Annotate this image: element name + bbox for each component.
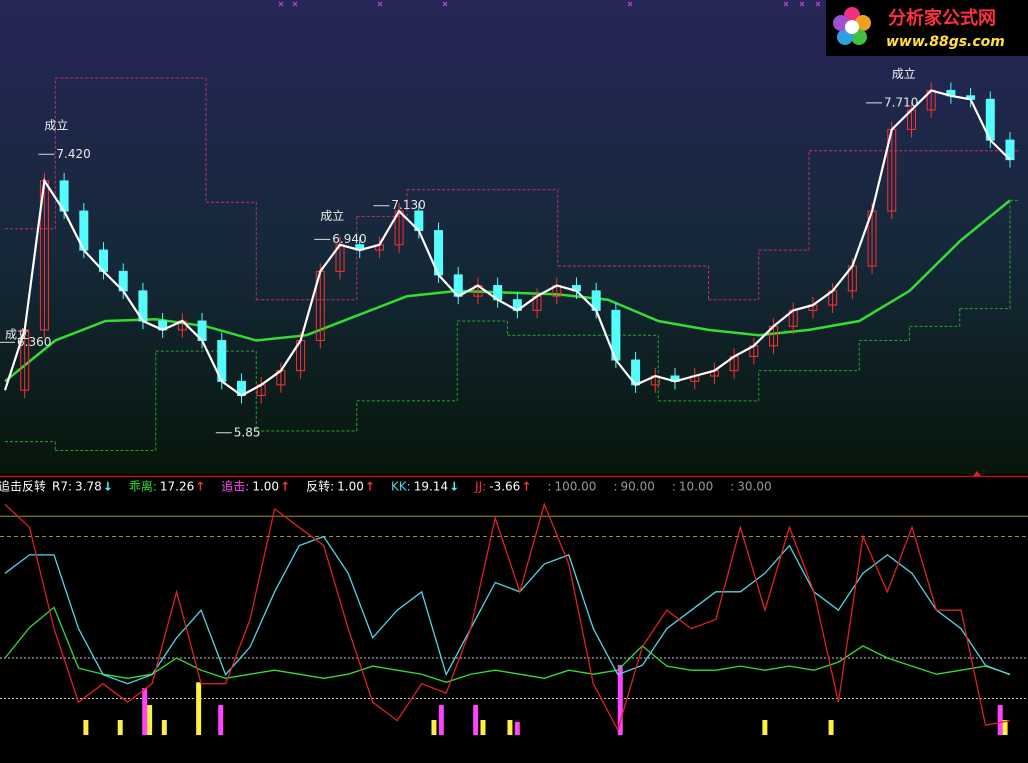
legend-value: 3.78 xyxy=(75,480,102,494)
price-annotation: 7.130 xyxy=(391,198,425,212)
watermark-url: www.88gs.com xyxy=(886,34,1005,50)
legend-name: 乖离: xyxy=(129,479,157,494)
legend-value: 90.00 xyxy=(620,480,654,494)
legend-name: JJ: xyxy=(474,480,486,494)
price-annotation: 7.710 xyxy=(884,95,918,109)
legend-name: 追击: xyxy=(221,479,249,494)
signal-bar xyxy=(438,705,444,735)
legend-value: -3.66 xyxy=(489,480,520,494)
legend-arrow: ↑ xyxy=(521,480,531,494)
signal-bar xyxy=(218,705,224,735)
legend-name: : xyxy=(613,480,617,494)
signal-bar xyxy=(83,720,89,735)
legend-name: : xyxy=(672,480,676,494)
signal-bar xyxy=(617,664,623,735)
legend-value: 10.00 xyxy=(679,480,713,494)
indicator-line xyxy=(4,606,1011,683)
legend-value: 30.00 xyxy=(737,480,771,494)
indicator-line xyxy=(4,502,1011,732)
signal-bar xyxy=(473,705,479,735)
legend-value: 1.00 xyxy=(337,480,364,494)
legend-name: KK: xyxy=(391,480,411,494)
signal-bar xyxy=(161,720,167,735)
watermark: 分析家公式网 www.88gs.com xyxy=(826,0,1028,56)
legend-name: : xyxy=(547,480,551,494)
signal-bar xyxy=(142,688,148,735)
watermark-title: 分析家公式网 xyxy=(888,7,996,29)
signal-bar xyxy=(514,721,520,735)
plot: 6.3607.4205.856.9407.1307.7108.220成立成立成立… xyxy=(0,5,1028,735)
legend-arrow: ↓ xyxy=(103,480,113,494)
indicator-panel-bg xyxy=(0,474,1028,763)
indicator-line xyxy=(4,535,1011,685)
legend-arrow: ↑ xyxy=(195,480,205,494)
legend-name: R7: xyxy=(52,480,72,494)
signal-bar xyxy=(507,720,513,735)
signal-bar xyxy=(147,705,153,735)
signal-bar xyxy=(997,705,1003,735)
legend-arrow: ↑ xyxy=(365,480,375,494)
signal-bar xyxy=(431,720,437,735)
signal-marker: 成立 xyxy=(892,66,916,81)
legend-arrow: ↓ xyxy=(449,480,459,494)
signal-marker: 成立 xyxy=(44,117,68,132)
signal-marker: 成立 xyxy=(320,208,344,223)
signal-bar xyxy=(196,682,202,735)
legend-value: 17.26 xyxy=(160,480,194,494)
signal-bar xyxy=(762,720,768,735)
legend-value: 19.14 xyxy=(414,480,448,494)
price-line xyxy=(3,89,1011,397)
price-panel-bg xyxy=(0,0,1028,474)
signal-bar xyxy=(117,720,123,735)
candle-body xyxy=(1005,139,1015,161)
top-signal-marks xyxy=(278,1,821,7)
price-annotation: 6.360 xyxy=(17,335,51,349)
price-annotation: 5.85 xyxy=(234,425,261,439)
legend-name: 反转: xyxy=(306,479,334,494)
price-annotation: 6.940 xyxy=(332,232,366,246)
legend-value: 1.00 xyxy=(252,480,279,494)
indicator-title: 追击反转 xyxy=(0,479,46,494)
signal-marker: 成立 xyxy=(5,327,29,342)
panel-handle xyxy=(973,471,981,476)
legend-value: 100.00 xyxy=(554,480,596,494)
price-annotation: 7.420 xyxy=(56,147,90,161)
moving-average xyxy=(4,199,1011,383)
signal-bar xyxy=(480,720,486,735)
legend-arrow: ↑ xyxy=(280,480,290,494)
signal-bar xyxy=(828,720,834,735)
signal-bar xyxy=(1002,720,1008,735)
legend-name: : xyxy=(730,480,734,494)
